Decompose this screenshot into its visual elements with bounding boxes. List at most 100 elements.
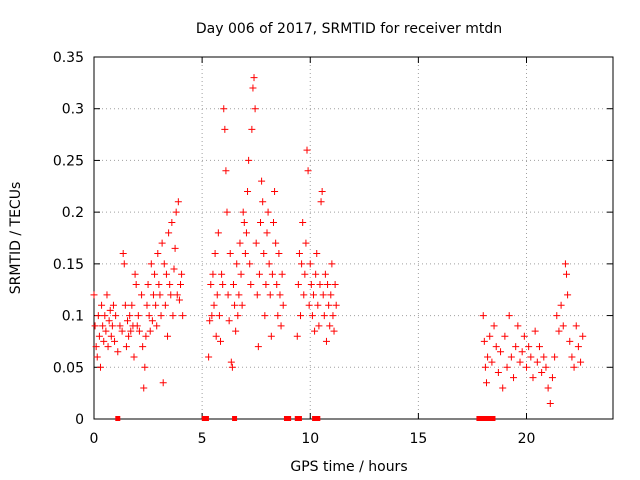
data-point — [553, 312, 561, 320]
data-point — [250, 74, 258, 82]
data-point — [220, 105, 228, 113]
data-point — [295, 250, 303, 258]
data-point — [247, 281, 255, 289]
data-point — [304, 167, 312, 175]
gap-marker — [115, 416, 121, 421]
gap-marker — [476, 416, 482, 421]
y-axis-label: SRMTID / TECUs — [8, 182, 24, 295]
data-point — [559, 322, 567, 330]
data-point — [327, 291, 335, 299]
gap-marker — [232, 416, 238, 421]
data-point — [227, 358, 235, 366]
data-point — [570, 363, 578, 371]
data-point — [100, 337, 108, 345]
data-point — [572, 322, 580, 330]
data-point — [210, 301, 218, 309]
data-point — [126, 312, 134, 320]
data-point — [308, 312, 316, 320]
data-point — [105, 317, 113, 325]
y-tick-label: 0.2 — [62, 205, 84, 221]
data-point — [492, 343, 500, 351]
data-point — [258, 177, 266, 185]
data-point — [177, 281, 184, 289]
data-point — [564, 291, 572, 299]
data-point — [484, 353, 492, 361]
data-point — [540, 353, 548, 361]
data-point — [225, 317, 233, 325]
data-point — [217, 337, 225, 345]
data-point — [175, 296, 183, 304]
data-point — [231, 301, 239, 309]
y-tick-label: 0.05 — [53, 360, 84, 376]
data-point — [313, 250, 321, 258]
data-point — [232, 327, 240, 335]
data-point — [207, 281, 215, 289]
data-point — [555, 327, 563, 335]
data-point — [300, 291, 308, 299]
data-point — [164, 332, 172, 340]
data-point — [121, 301, 129, 309]
data-point — [260, 250, 268, 258]
data-point — [510, 374, 518, 382]
data-point — [538, 368, 546, 376]
data-point — [131, 270, 139, 278]
data-point — [170, 265, 178, 273]
data-point — [174, 198, 182, 206]
data-point — [221, 125, 229, 133]
data-point — [239, 208, 247, 216]
data-point — [138, 291, 146, 299]
data-point — [142, 332, 150, 340]
data-point — [127, 327, 135, 335]
data-point — [542, 363, 550, 371]
data-point — [133, 322, 141, 330]
data-point — [486, 332, 494, 340]
data-point — [153, 322, 161, 330]
data-point — [318, 187, 326, 195]
data-point — [118, 327, 126, 335]
data-point — [516, 358, 524, 366]
data-point — [331, 281, 339, 289]
data-point — [579, 332, 587, 340]
data-point — [228, 363, 236, 371]
data-point — [94, 312, 102, 320]
data-point — [167, 291, 175, 299]
data-point — [99, 322, 107, 330]
data-point — [563, 270, 571, 278]
data-point — [525, 343, 533, 351]
data-point — [101, 312, 109, 320]
data-point — [480, 337, 488, 345]
gap-marker — [490, 416, 496, 421]
data-point — [162, 270, 170, 278]
data-point — [215, 312, 223, 320]
data-point — [316, 281, 324, 289]
data-point — [479, 312, 487, 320]
data-point — [494, 368, 502, 376]
data-point — [574, 343, 582, 351]
data-point — [253, 291, 261, 299]
data-point — [128, 301, 136, 309]
data-point — [278, 270, 286, 278]
data-point — [257, 218, 265, 226]
data-point — [242, 229, 250, 237]
data-point — [171, 244, 179, 252]
data-point — [102, 327, 110, 335]
data-point — [520, 332, 528, 340]
data-point — [324, 281, 332, 289]
data-point — [234, 312, 242, 320]
data-point — [245, 156, 253, 164]
data-point — [499, 384, 507, 392]
data-point — [224, 291, 232, 299]
data-point — [112, 312, 120, 320]
data-point — [238, 301, 246, 309]
data-point — [160, 260, 168, 268]
data-point — [104, 343, 112, 351]
data-point — [120, 260, 128, 268]
data-point — [237, 270, 245, 278]
data-point — [108, 322, 116, 330]
data-point — [139, 343, 147, 351]
data-point — [326, 322, 334, 330]
data-point — [259, 198, 267, 206]
data-point — [125, 332, 133, 340]
gap-markers — [115, 416, 496, 421]
y-tick-label: 0.1 — [62, 309, 84, 325]
